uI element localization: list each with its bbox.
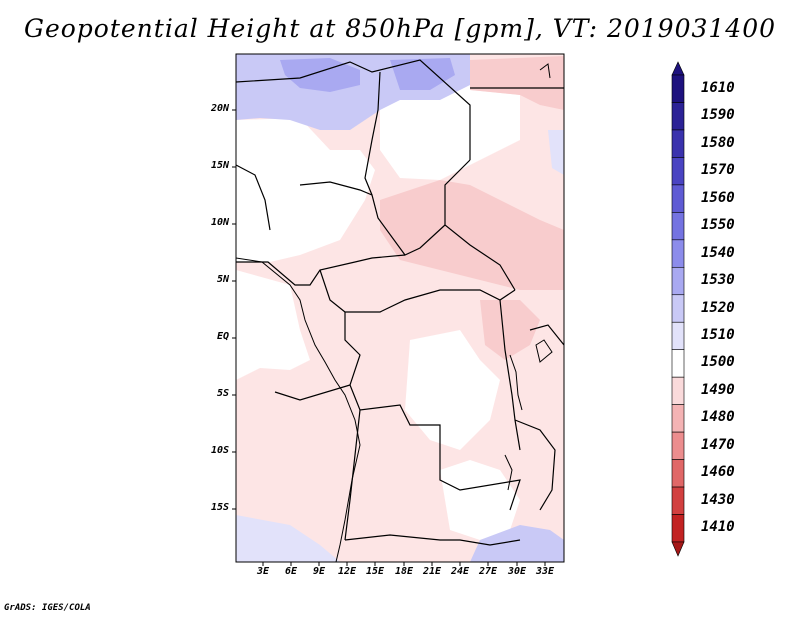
colorbar-band — [671, 349, 685, 378]
colorbar-label: 1550 — [701, 217, 735, 234]
blue-region-east-edge — [548, 130, 564, 175]
lat-label-10n: 10N — [210, 217, 229, 228]
footer-credit: GrADS: IGES/COLA — [4, 603, 91, 613]
white-region-south — [440, 460, 520, 540]
lon-label-27e: 27E — [478, 566, 498, 577]
colorbar — [671, 61, 685, 557]
white-region-central — [405, 330, 500, 450]
pink-region-sudan — [380, 180, 564, 290]
colorbar-band — [671, 212, 685, 241]
blue-region-core — [280, 58, 360, 92]
chart-title: Geopotential Height at 850hPa [gpm], VT:… — [23, 14, 777, 43]
lat-label-eq: EQ — [216, 331, 229, 342]
colorbar-label: 1580 — [701, 134, 735, 151]
lon-label-15e: 15E — [365, 566, 385, 577]
colorbar-label: 1500 — [701, 354, 735, 371]
colorbar-label: 1480 — [701, 409, 735, 426]
lon-label-6e: 6E — [284, 566, 298, 577]
lon-label-30e: 30E — [507, 566, 527, 577]
lat-label-15n: 15N — [210, 160, 229, 171]
blue-region-sw — [236, 515, 340, 562]
lon-ticks — [262, 562, 546, 566]
blue-region-se — [470, 525, 564, 562]
colorbar-arrow-top — [671, 61, 685, 76]
colorbar-band — [671, 459, 685, 488]
country-borders — [236, 59, 564, 546]
colorbar-band — [671, 157, 685, 186]
colorbar-band — [671, 321, 685, 351]
map-fill-layer — [236, 54, 564, 562]
pink-region-lakes — [480, 300, 540, 360]
colorbar-label: 1430 — [701, 491, 735, 508]
map-frame — [235, 53, 565, 563]
lon-label-3e: 3E — [256, 566, 270, 577]
colorbar-arrow-bottom — [671, 541, 685, 557]
colorbar-band — [671, 184, 685, 213]
colorbar-band — [671, 514, 685, 543]
lon-label-18e: 18E — [394, 566, 414, 577]
blue-region-libya — [390, 58, 455, 90]
colorbar-label: 1470 — [701, 436, 735, 453]
lon-label-9e: 9E — [312, 566, 326, 577]
colorbar-band — [671, 486, 685, 515]
coastlines — [236, 63, 553, 562]
lon-label-12e: 12E — [337, 566, 357, 577]
colorbar-label: 1590 — [701, 107, 735, 124]
lon-label-24e: 24E — [450, 566, 470, 577]
white-region-west — [236, 118, 375, 262]
colorbar-label: 1490 — [701, 381, 735, 398]
lat-label-15s: 15S — [210, 502, 229, 513]
colorbar-band — [671, 431, 685, 460]
lat-ticks — [232, 109, 236, 510]
lon-label-33e: 33E — [535, 566, 555, 577]
colorbar-band — [671, 239, 685, 268]
colorbar-band — [671, 129, 685, 158]
white-region-atlantic — [236, 270, 310, 380]
lat-label-5n: 5N — [216, 274, 229, 285]
colorbar-band — [671, 266, 685, 296]
colorbar-label: 1540 — [701, 244, 735, 261]
colorbar-label: 1410 — [701, 519, 735, 536]
colorbar-label: 1610 — [701, 79, 735, 96]
colorbar-label: 1510 — [701, 326, 735, 343]
lon-label-21e: 21E — [422, 566, 442, 577]
colorbar-band — [671, 404, 685, 433]
colorbar-band — [671, 102, 685, 131]
colorbar-label: 1520 — [701, 299, 735, 316]
lat-label-10s: 10S — [210, 445, 229, 456]
colorbar-band — [671, 294, 685, 323]
colorbar-label: 1560 — [701, 189, 735, 206]
lat-label-5s: 5S — [216, 388, 229, 399]
colorbar-label: 1530 — [701, 272, 735, 289]
colorbar-band — [671, 74, 685, 103]
colorbar-label: 1570 — [701, 162, 735, 179]
colorbar-band — [671, 376, 685, 405]
lat-label-20n: 20N — [210, 103, 229, 114]
colorbar-label: 1460 — [701, 464, 735, 481]
